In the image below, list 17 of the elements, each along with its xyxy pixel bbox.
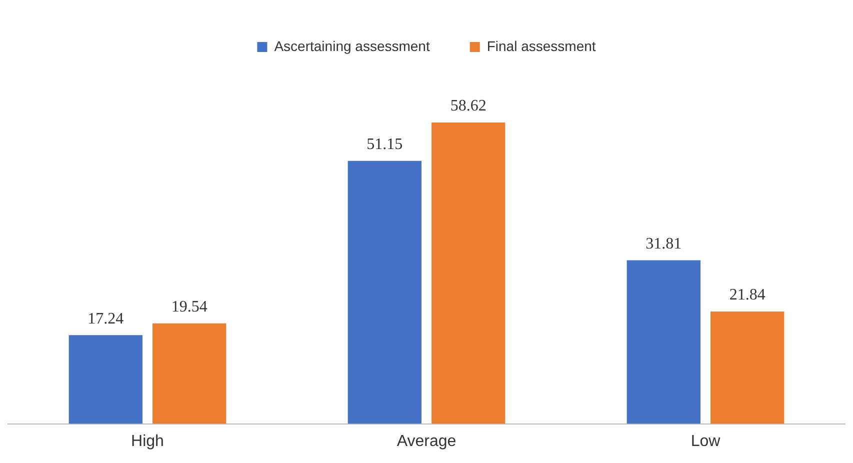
bar bbox=[68, 335, 142, 424]
legend-label: Final assessment bbox=[486, 38, 596, 54]
bar bbox=[626, 260, 700, 424]
x-tick-label: High bbox=[131, 432, 164, 450]
bar bbox=[152, 323, 226, 424]
data-label: 51.15 bbox=[366, 136, 403, 154]
data-label: 17.24 bbox=[88, 310, 124, 328]
bar bbox=[432, 122, 506, 424]
data-label: 58.62 bbox=[450, 98, 486, 115]
data-label: 21.84 bbox=[729, 286, 766, 304]
bar bbox=[710, 312, 784, 424]
bar bbox=[348, 160, 422, 424]
x-tick-label: Average bbox=[396, 432, 456, 450]
data-label: 31.81 bbox=[646, 236, 682, 252]
data-label: 19.54 bbox=[171, 298, 208, 316]
legend-label: Ascertaining assessment bbox=[274, 38, 430, 54]
x-tick-label: Low bbox=[690, 432, 721, 450]
